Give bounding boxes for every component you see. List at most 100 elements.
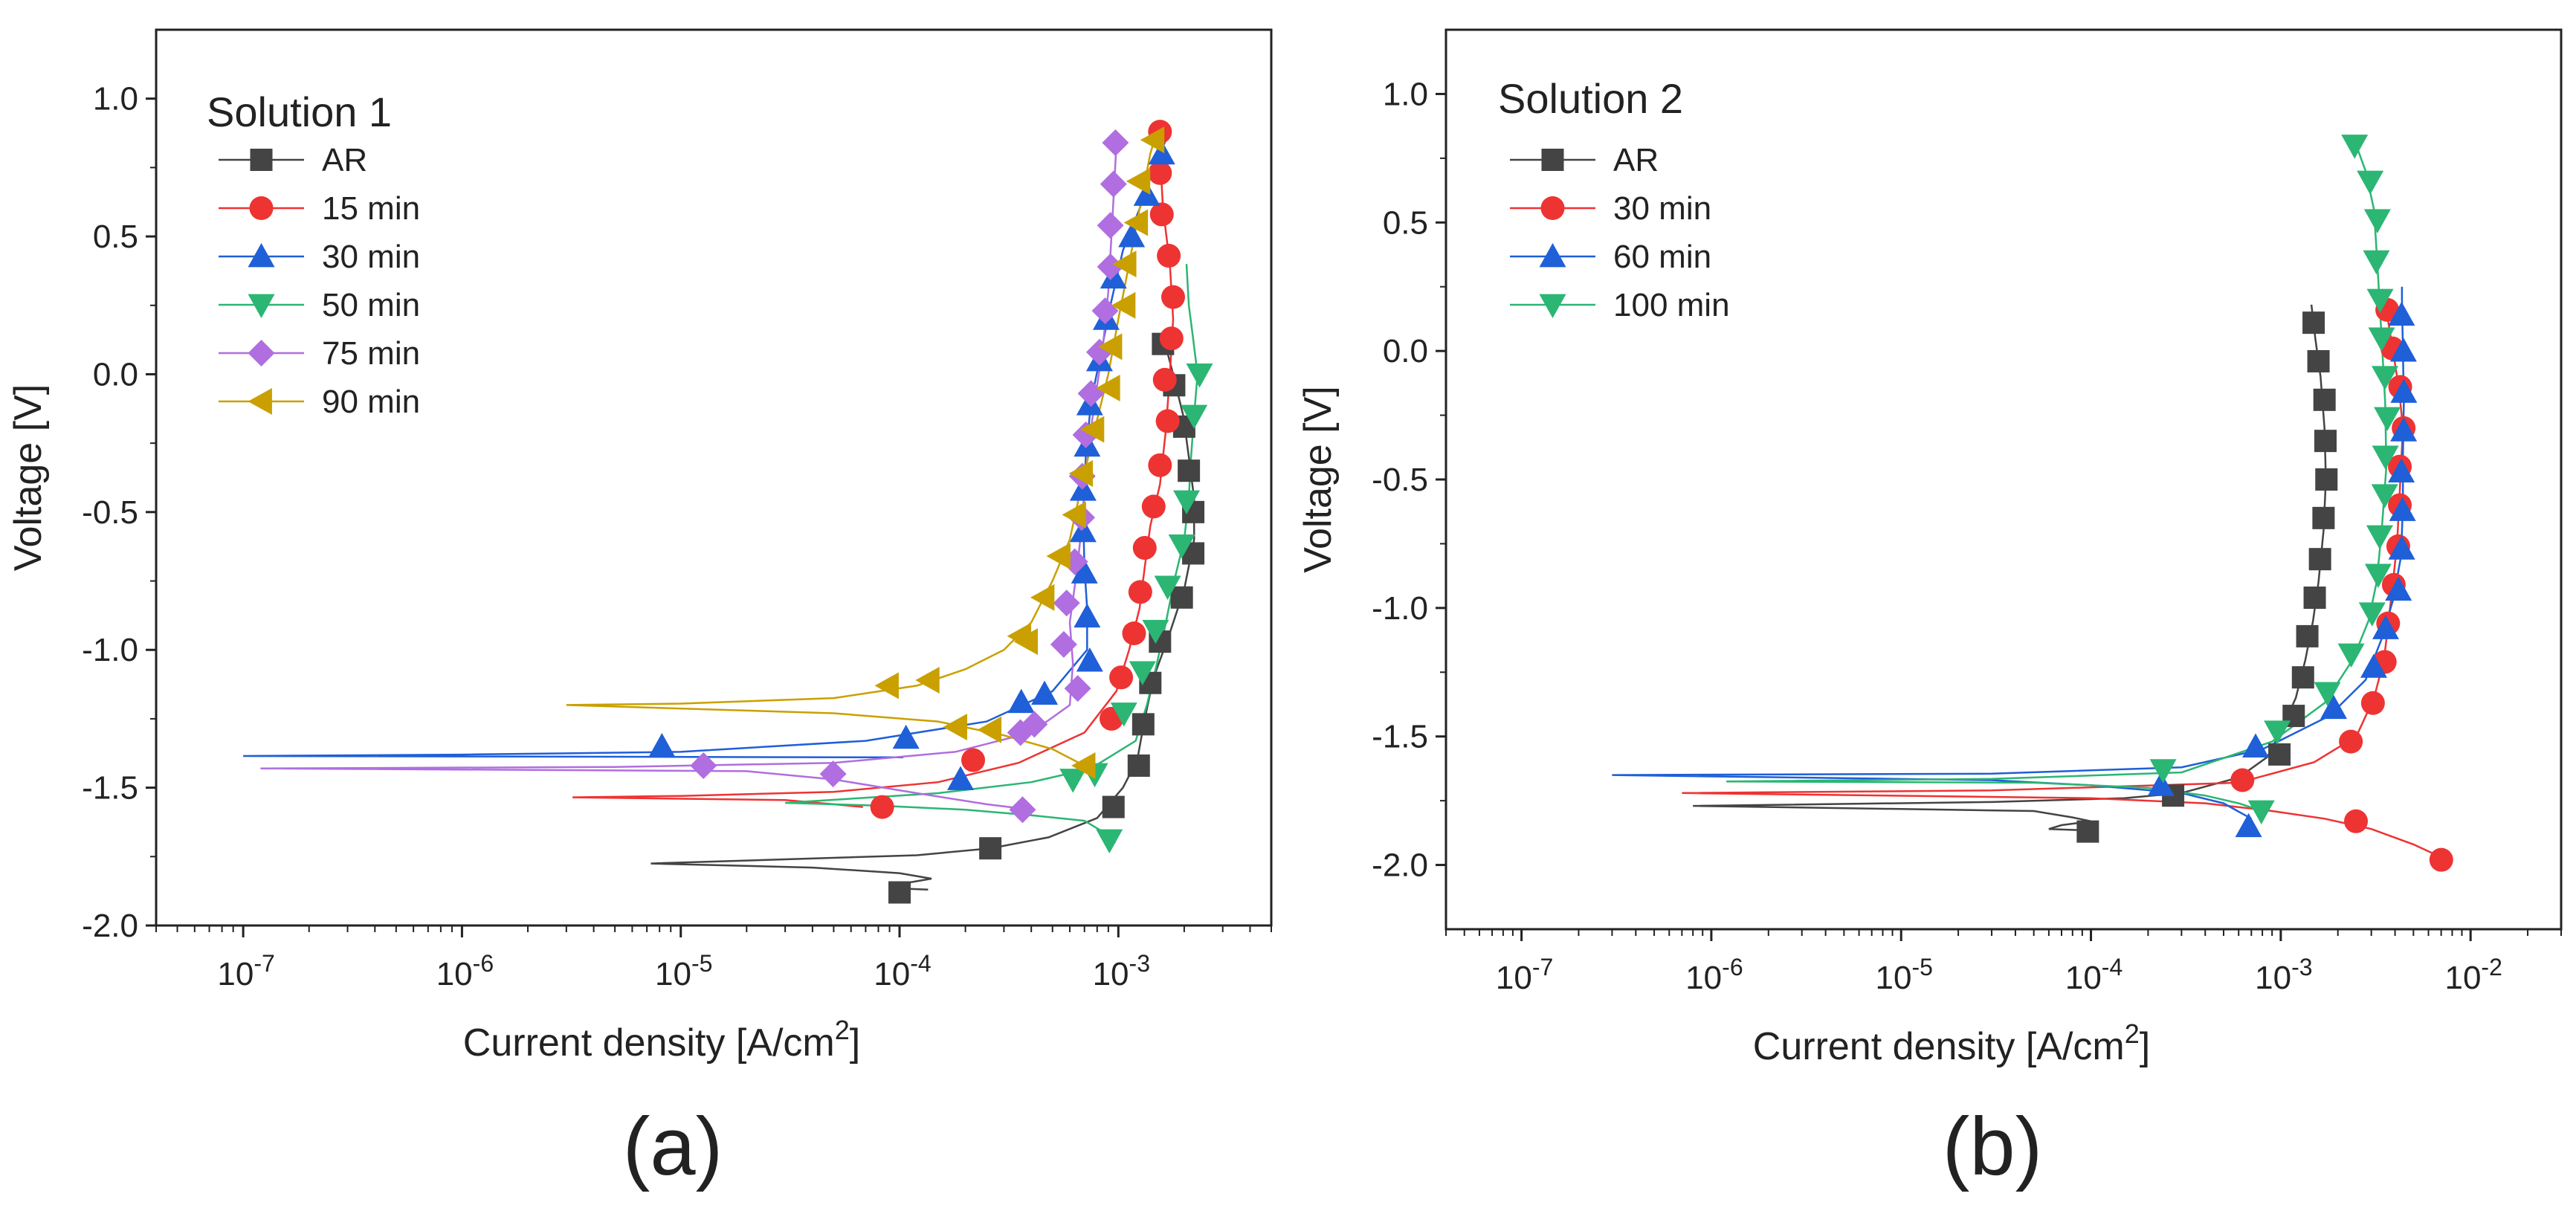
x-tick-label: 10-4: [874, 950, 931, 992]
data-point-100-min: [2358, 602, 2386, 627]
x-tick-exponent: -7: [1532, 954, 1553, 981]
data-point-15-min: [1132, 536, 1157, 560]
data-point-AR: [2307, 349, 2330, 372]
data-point-100-min: [2363, 250, 2390, 275]
data-point-75-min: [819, 760, 847, 788]
legend-marker: [248, 294, 275, 318]
data-point-90-min: [1140, 126, 1165, 154]
legend-label: 30 min: [322, 239, 420, 275]
x-tick-base: 10: [2065, 960, 2102, 996]
data-point-15-min: [1148, 453, 1172, 477]
series-line-50-min: [785, 264, 1199, 844]
series-line-30-min: [243, 139, 1167, 759]
legend-label: 50 min: [322, 287, 420, 323]
data-point-15-min: [1149, 202, 1174, 227]
data-point-15-min: [1122, 621, 1146, 645]
data-point-75-min: [1097, 253, 1124, 280]
data-point-15-min: [1159, 326, 1184, 351]
data-point-60-min: [2147, 772, 2175, 796]
x-axis-title-sup: 2: [2125, 1018, 2140, 1049]
x-tick-base: 10: [2444, 960, 2481, 996]
x-tick-base: 10: [1496, 960, 1532, 996]
panel-label: (b): [1943, 1101, 2042, 1192]
data-point-30-min: [648, 733, 676, 757]
data-point-90-min: [1071, 752, 1096, 779]
data-point-30-min: [1148, 140, 1175, 165]
x-axis-title-sup: 2: [835, 1015, 850, 1045]
legend-marker: [250, 149, 273, 171]
x-tick-exponent: -4: [910, 950, 931, 977]
y-tick-label: -2.0: [1372, 847, 1428, 884]
data-point-90-min: [1013, 628, 1039, 656]
data-point-90-min: [1030, 584, 1055, 611]
data-point-30-min: [2339, 729, 2363, 754]
legend-label: AR: [322, 142, 367, 178]
data-point-AR: [2296, 624, 2319, 647]
plot-area: [243, 120, 1213, 904]
x-tick-exponent: -5: [1911, 954, 1932, 981]
data-point-90-min: [1126, 167, 1151, 195]
data-point-100-min: [2337, 643, 2365, 668]
chart-panel-b: -2.0-1.5-1.0-0.50.00.51.010-7 10-6 10-5 10-…: [1297, 28, 2563, 1192]
data-point-75-min: [1064, 675, 1091, 702]
data-point-90-min: [1046, 543, 1071, 570]
data-point-AR: [2315, 468, 2338, 491]
data-point-15-min: [1128, 580, 1152, 604]
x-tick-exponent: -7: [254, 950, 274, 977]
data-point-50-min: [1186, 364, 1213, 388]
x-tick-label: 10-7: [1496, 954, 1553, 996]
data-point-60-min: [2390, 378, 2418, 403]
x-tick-base: 10: [2255, 960, 2291, 996]
y-axis-title: Voltage [V]: [7, 384, 50, 572]
data-point-30-min: [892, 724, 920, 749]
data-point-50-min: [1096, 829, 1123, 854]
data-point-100-min: [2363, 209, 2391, 233]
x-axis-title: Current density [A/cm2]: [463, 1015, 860, 1065]
x-tick-base: 10: [874, 956, 910, 992]
x-tick-base: 10: [217, 956, 254, 992]
chart-panel-a: -2.0-1.5-1.0-0.50.00.51.010-7 10-6 10-5 10-…: [7, 28, 1273, 1192]
data-point-100-min: [2366, 288, 2394, 313]
legend-marker: [248, 340, 275, 366]
legend-marker: [248, 388, 272, 415]
legend-label: 90 min: [322, 384, 420, 420]
y-tick-label: 0.0: [93, 356, 138, 392]
data-point-AR: [888, 881, 911, 904]
y-tick-label: 1.0: [93, 81, 138, 117]
data-point-15-min: [1148, 161, 1172, 185]
data-point-30-min: [1133, 181, 1161, 206]
y-axis-title: Voltage [V]: [1297, 386, 1340, 573]
data-point-AR: [2303, 587, 2326, 610]
data-point-30-min: [1076, 647, 1103, 672]
x-tick-exponent: -4: [2102, 954, 2123, 981]
y-tick-label: 0.5: [1383, 204, 1428, 241]
legend: Solution 1 AR 15 min 30 min 50 min 75 min 90 m…: [207, 88, 420, 420]
legend-label: 60 min: [1613, 239, 1711, 275]
data-point-30-min: [2230, 768, 2255, 792]
series-line-AR: [1693, 304, 2327, 832]
x-tick-label: 10-3: [1093, 950, 1150, 992]
legend-marker: [1539, 243, 1566, 268]
data-point-100-min: [2372, 445, 2399, 470]
data-point-30-min: [1074, 603, 1101, 628]
x-tick-base: 10: [1093, 956, 1129, 992]
legend-marker: [248, 243, 275, 268]
data-point-100-min: [2366, 525, 2393, 550]
data-point-60-min: [2388, 535, 2415, 560]
legend-marker: [1541, 149, 1564, 171]
data-point-15-min: [1141, 494, 1166, 519]
data-point-100-min: [2247, 800, 2275, 824]
y-tick-label: -1.5: [1372, 719, 1428, 755]
data-point-AR: [1132, 713, 1155, 736]
legend: Solution 2 AR 30 min 60 min 100 min: [1498, 75, 1730, 323]
data-point-AR: [1127, 754, 1150, 777]
data-point-50-min: [1129, 661, 1156, 685]
x-tick-exponent: -6: [473, 950, 494, 977]
panel-label: (a): [623, 1101, 723, 1192]
x-tick-label: 10-3: [2255, 954, 2312, 996]
data-point-30-min: [1007, 688, 1035, 714]
data-point-60-min: [2360, 653, 2387, 678]
data-point-75-min: [1053, 589, 1080, 617]
data-point-90-min: [1111, 291, 1136, 319]
